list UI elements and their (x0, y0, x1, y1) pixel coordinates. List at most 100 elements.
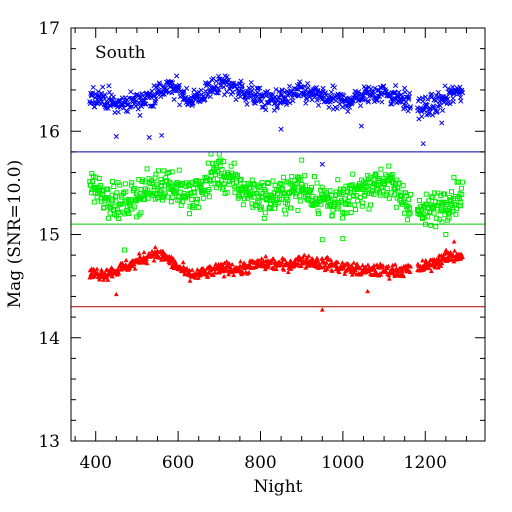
data-point (248, 194, 254, 200)
data-point (216, 87, 222, 93)
data-point (453, 211, 459, 217)
data-point (259, 256, 265, 261)
data-point (113, 198, 119, 204)
data-point (117, 182, 123, 188)
data-point (132, 266, 138, 271)
data-point (351, 260, 357, 265)
data-point (275, 200, 281, 206)
data-point (190, 100, 196, 106)
data-point (335, 177, 341, 183)
data-point (271, 256, 276, 261)
data-point (246, 185, 252, 191)
data-point (315, 208, 321, 214)
data-point (404, 217, 410, 223)
data-point (450, 208, 456, 214)
data-point (224, 74, 230, 80)
data-point (407, 90, 413, 96)
data-point (279, 259, 285, 265)
data-point (167, 259, 173, 264)
data-point (95, 270, 100, 275)
data-point (377, 192, 383, 198)
data-point (329, 268, 335, 273)
data-point (365, 262, 371, 267)
data-point (256, 198, 262, 204)
data-point (223, 267, 229, 272)
data-point (458, 185, 464, 191)
data-point (173, 261, 179, 267)
data-point (258, 204, 264, 210)
data-point (383, 191, 389, 197)
data-point (285, 196, 291, 202)
data-point (230, 89, 236, 95)
data-point (228, 264, 233, 269)
data-point (386, 163, 392, 169)
data-point (114, 190, 120, 196)
data-point (392, 261, 398, 267)
data-point (328, 257, 334, 262)
data-point (439, 120, 445, 126)
data-point (205, 160, 211, 166)
data-point (91, 199, 97, 205)
data-point (126, 101, 132, 107)
data-point (176, 82, 182, 88)
data-point (274, 105, 280, 111)
data-point (408, 264, 414, 269)
data-point (102, 104, 108, 110)
data-point (416, 197, 422, 203)
data-point (105, 277, 111, 282)
data-point (439, 207, 445, 213)
data-point (116, 271, 122, 276)
data-point (143, 101, 149, 107)
data-point (425, 96, 431, 102)
data-point (210, 177, 216, 183)
data-point (137, 95, 143, 101)
data-point (97, 272, 103, 277)
data-point (233, 96, 239, 103)
data-point (407, 269, 413, 275)
data-point (195, 204, 201, 210)
y-tick-label: 15 (38, 226, 60, 246)
data-point (421, 107, 427, 114)
data-point (430, 112, 436, 118)
data-point (406, 94, 412, 101)
data-point (297, 193, 303, 199)
data-point (263, 107, 269, 113)
data-point (386, 272, 392, 278)
data-point (316, 211, 322, 217)
data-point (208, 151, 214, 157)
data-point (273, 87, 279, 93)
data-point (170, 194, 176, 200)
data-point (161, 91, 167, 97)
data-point (277, 180, 283, 186)
data-point (231, 272, 237, 278)
data-point (200, 195, 206, 201)
data-point (234, 172, 240, 178)
data-point (289, 174, 295, 180)
data-point (152, 100, 158, 106)
data-point (224, 189, 230, 195)
data-point (265, 180, 271, 186)
data-point (266, 263, 272, 268)
data-point (194, 196, 200, 202)
data-point (283, 102, 290, 108)
data-point (221, 84, 227, 90)
data-point (407, 210, 413, 216)
data-point (389, 172, 395, 178)
data-point (238, 176, 244, 182)
data-point (319, 255, 325, 261)
data-point (386, 263, 391, 269)
y-tick-label: 13 (38, 432, 60, 452)
data-point (383, 268, 389, 273)
data-point (158, 182, 164, 188)
data-point (365, 288, 370, 294)
data-point (342, 201, 348, 207)
data-point (98, 182, 104, 188)
data-point (355, 198, 361, 204)
data-point (89, 93, 95, 99)
data-point (431, 210, 437, 216)
data-point (298, 263, 304, 269)
data-point (189, 196, 195, 202)
data-point (254, 190, 260, 196)
data-point (239, 82, 245, 88)
data-point (280, 174, 286, 180)
